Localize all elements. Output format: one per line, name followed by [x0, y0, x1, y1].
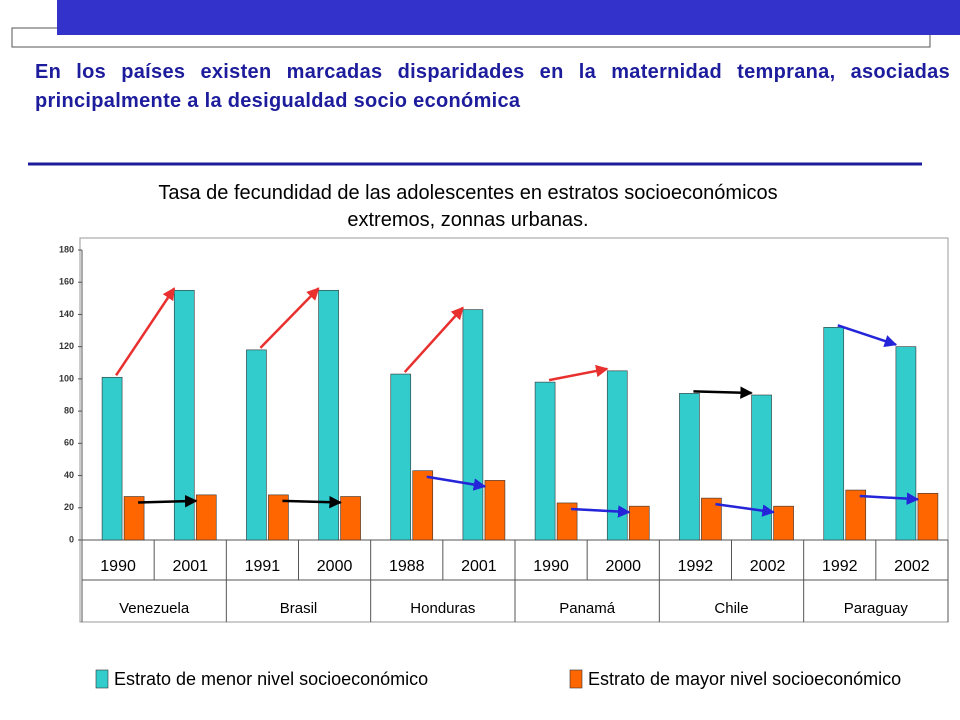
y-tick-label: 0: [69, 534, 74, 544]
trend-arrow: [859, 492, 920, 505]
trend-arrow: [259, 287, 320, 349]
x-tick-label: 1990: [100, 558, 136, 575]
trend-arrow: [426, 475, 487, 491]
x-tick-label: 1992: [822, 558, 858, 575]
legend-swatch: [95, 669, 109, 689]
trend-arrow: [115, 287, 176, 376]
x-tick-label: 2002: [894, 558, 930, 575]
bar: [845, 489, 867, 541]
bar: [390, 373, 412, 541]
y-tick-label: 160: [59, 277, 74, 287]
trend-arrow: [571, 505, 631, 518]
bar: [123, 496, 145, 541]
bar: [318, 289, 339, 541]
trend-arrow: [403, 306, 464, 373]
bar: [195, 494, 217, 541]
legend-label: Estrato de mayor nivel socioeconómico: [588, 669, 901, 689]
x-tick-label: 2000: [605, 558, 641, 575]
plot-frame: [79, 237, 949, 623]
y-tick-label: 20: [64, 502, 74, 512]
x-tick-label: 1992: [678, 558, 714, 575]
y-tick-label: 100: [59, 373, 74, 383]
bar: [701, 497, 722, 541]
bar: [484, 480, 506, 541]
chart-title: Tasa de fecundidad de las adolescentes e…: [158, 182, 778, 231]
x-tick-label: 1991: [245, 558, 281, 575]
bar: [917, 492, 939, 541]
y-tick-label: 60: [64, 438, 74, 448]
bar: [679, 393, 700, 541]
bar: [773, 505, 794, 541]
x-tick-label: 2000: [317, 558, 353, 575]
group-label: Venezuela: [119, 600, 190, 617]
bar: [462, 309, 484, 541]
bar: [823, 327, 845, 541]
bar: [628, 505, 650, 541]
y-tick-label: 140: [59, 309, 74, 319]
x-tick-label: 1990: [533, 558, 569, 575]
x-tick-label: 2001: [172, 558, 208, 575]
y-tick-label: 180: [59, 244, 74, 254]
y-tick-label: 80: [64, 405, 74, 415]
y-tick-label: 40: [64, 470, 74, 480]
header-bar: [57, 0, 960, 35]
bar: [340, 496, 361, 541]
group-label: Honduras: [410, 600, 475, 617]
group-label: Brasil: [280, 600, 318, 617]
heading: En los países existen marcadas disparida…: [35, 61, 950, 112]
trend-arrow: [548, 364, 609, 382]
bar: [895, 346, 917, 541]
trend-arrow: [837, 324, 898, 348]
trend-arrow: [715, 502, 775, 517]
bar: [534, 381, 556, 541]
group-label: Panamá: [559, 600, 616, 617]
trend-arrow: [282, 495, 342, 509]
trend-arrow: [693, 386, 753, 399]
bar: [268, 494, 289, 541]
bar: [412, 470, 434, 541]
bar: [101, 376, 123, 541]
x-tick-label: 2001: [461, 558, 497, 575]
bar: [173, 289, 195, 541]
trend-arrow: [138, 494, 198, 508]
legend-label: Estrato de menor nivel socioeconómico: [114, 669, 428, 689]
bar: [606, 370, 628, 541]
bar: [751, 394, 772, 541]
group-label: Chile: [714, 600, 748, 617]
bar: [556, 502, 578, 541]
legend-swatch: [569, 669, 583, 689]
x-tick-label: 2002: [750, 558, 786, 575]
group-label: Paraguay: [844, 600, 909, 617]
y-tick-label: 120: [59, 341, 74, 351]
x-tick-label: 1988: [389, 558, 425, 575]
bar: [246, 349, 267, 541]
